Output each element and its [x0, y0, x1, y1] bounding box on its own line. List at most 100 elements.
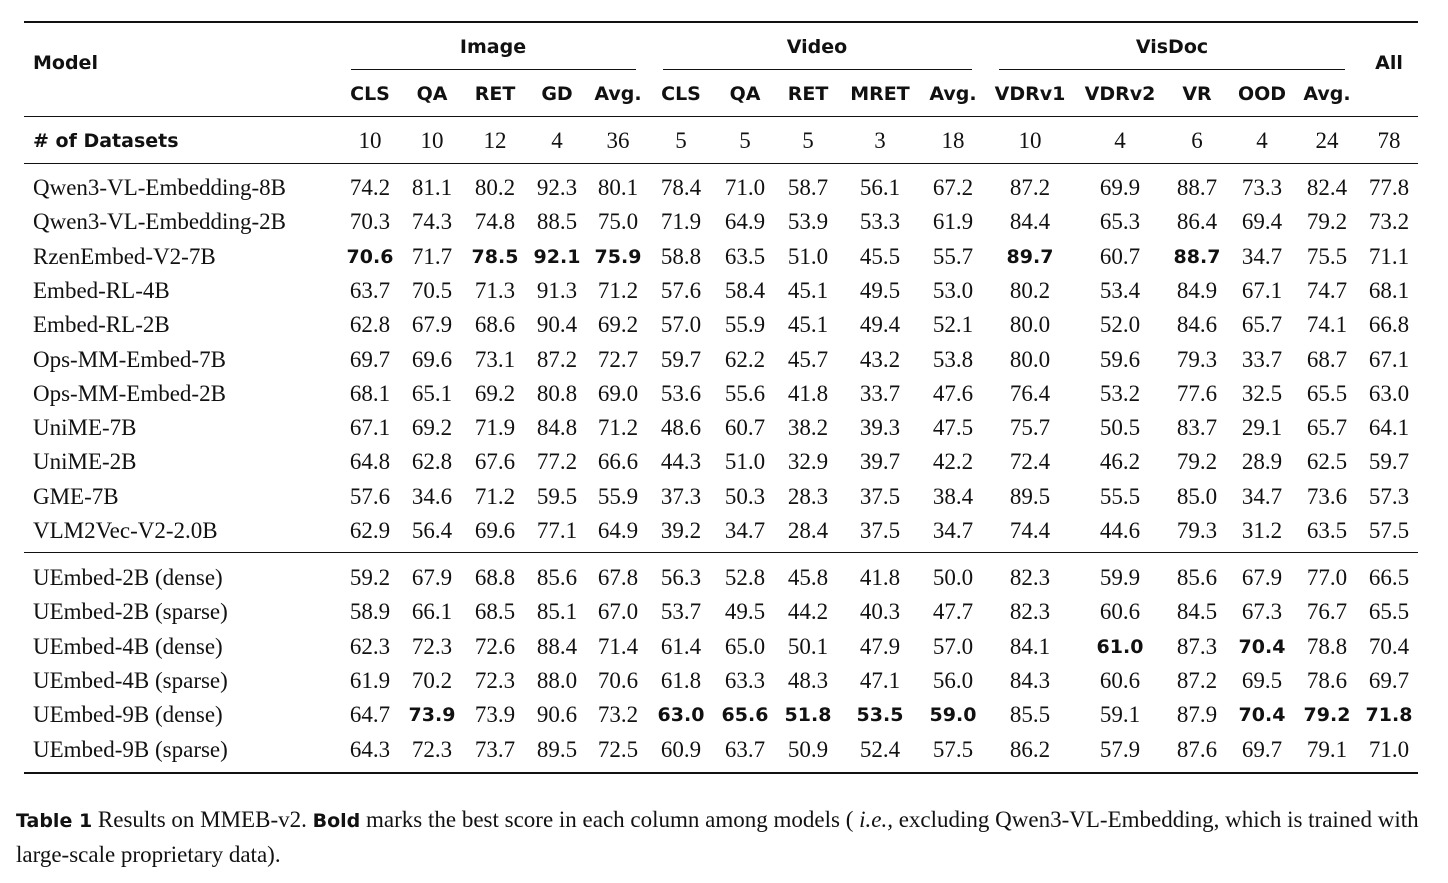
score: 33.7	[1241, 346, 1283, 372]
score: 70.4	[1368, 633, 1410, 659]
score: 71.1	[1368, 243, 1410, 269]
score: 59.6	[1099, 346, 1141, 372]
model-name: Embed-RL-2B	[33, 312, 170, 338]
score: 78.4	[660, 175, 702, 200]
model-name: UEmbed-2B (sparse)	[33, 599, 228, 625]
score: 49.4	[859, 312, 901, 338]
score: 88.0	[536, 667, 578, 693]
score: 42.2	[932, 449, 974, 475]
score: 69.2	[597, 312, 639, 338]
score: 76.7	[1306, 599, 1348, 625]
score: 71.9	[474, 415, 516, 441]
model-name: UEmbed-9B (dense)	[33, 702, 223, 728]
score: 65.5	[1306, 380, 1348, 406]
dataset-count: 10	[358, 128, 382, 153]
score: 62.3	[349, 633, 391, 659]
model-name: Qwen3-VL-Embedding-2B	[33, 209, 286, 235]
score: 46.2	[1099, 449, 1141, 475]
score: 69.2	[474, 380, 516, 406]
score: 56.4	[411, 518, 453, 543]
score: 41.8	[859, 565, 901, 590]
model-name: Ops-MM-Embed-2B	[33, 380, 226, 406]
top-rule	[24, 21, 1418, 23]
score: 85.6	[536, 565, 578, 590]
score: 78.6	[1306, 667, 1348, 693]
score: 66.6	[597, 449, 639, 475]
score: 63.0	[1368, 380, 1410, 406]
score: 34.7	[1241, 243, 1283, 269]
score: 79.3	[1176, 346, 1218, 372]
score: 38.2	[787, 415, 829, 441]
dataset-count: 4	[1114, 128, 1126, 153]
group-rule	[663, 69, 972, 70]
score: 49.5	[859, 277, 901, 303]
model-name: UEmbed-4B (sparse)	[33, 667, 228, 693]
score: 64.9	[597, 518, 639, 543]
score: 70.5	[411, 277, 453, 303]
score: 77.8	[1368, 175, 1410, 200]
score: 71.0	[1368, 736, 1410, 762]
column-header: QA	[416, 83, 448, 105]
score: 71.8	[1365, 704, 1413, 727]
score: 73.3	[1241, 175, 1283, 200]
score: 75.5	[1306, 243, 1348, 269]
score: 50.0	[932, 565, 974, 590]
score: 72.6	[474, 633, 516, 659]
caption-text: marks the best score in each column amon…	[366, 807, 854, 832]
dataset-count: 5	[802, 128, 814, 153]
score: 73.9	[474, 702, 516, 728]
score: 47.6	[932, 380, 974, 406]
group-header: VisDoc	[1135, 36, 1209, 58]
score: 59.7	[1368, 449, 1410, 475]
score: 67.1	[1368, 346, 1410, 372]
section-rule	[24, 552, 1418, 553]
score: 63.7	[724, 736, 766, 762]
score: 67.3	[1241, 599, 1283, 625]
header-rule	[24, 116, 1418, 117]
group-rule	[351, 69, 636, 70]
score: 82.4	[1306, 175, 1348, 200]
score: 41.8	[787, 380, 829, 406]
score: 60.7	[724, 415, 766, 441]
score: 44.3	[660, 449, 702, 475]
dataset-count: 10	[1018, 128, 1042, 153]
dataset-count: 24	[1315, 128, 1339, 153]
score: 75.0	[597, 209, 639, 235]
score: 85.1	[536, 599, 578, 625]
score: 48.3	[787, 667, 829, 693]
score: 64.1	[1368, 415, 1410, 441]
score: 44.6	[1099, 518, 1141, 543]
score: 52.1	[932, 312, 974, 338]
column-header: GD	[541, 83, 573, 105]
score: 66.5	[1368, 565, 1410, 590]
model-name: UniME-7B	[33, 415, 137, 441]
score: 76.4	[1009, 380, 1051, 406]
score: 28.3	[787, 483, 829, 509]
dataset-count: 4	[551, 128, 563, 153]
score: 52.8	[724, 565, 766, 590]
score: 53.3	[859, 209, 901, 235]
score: 55.6	[724, 380, 766, 406]
score: 72.3	[474, 667, 516, 693]
score: 38.4	[932, 483, 974, 509]
score: 69.7	[1241, 736, 1283, 762]
score: 73.2	[1368, 209, 1410, 235]
score: 29.1	[1241, 415, 1283, 441]
score: 77.2	[536, 449, 578, 475]
score: 59.1	[1099, 702, 1141, 728]
score: 88.4	[536, 633, 578, 659]
score: 75.7	[1009, 415, 1051, 441]
score: 89.7	[1006, 245, 1054, 268]
column-header: RET	[474, 83, 516, 105]
score: 61.0	[1096, 635, 1144, 658]
score: 88.7	[1176, 175, 1218, 200]
score: 86.2	[1009, 736, 1051, 762]
score: 92.3	[536, 175, 578, 200]
score: 50.1	[787, 633, 829, 659]
score: 57.6	[660, 277, 702, 303]
group-header: Image	[459, 36, 527, 58]
score: 45.5	[859, 243, 901, 269]
score: 59.0	[929, 704, 977, 727]
score: 84.8	[536, 415, 578, 441]
